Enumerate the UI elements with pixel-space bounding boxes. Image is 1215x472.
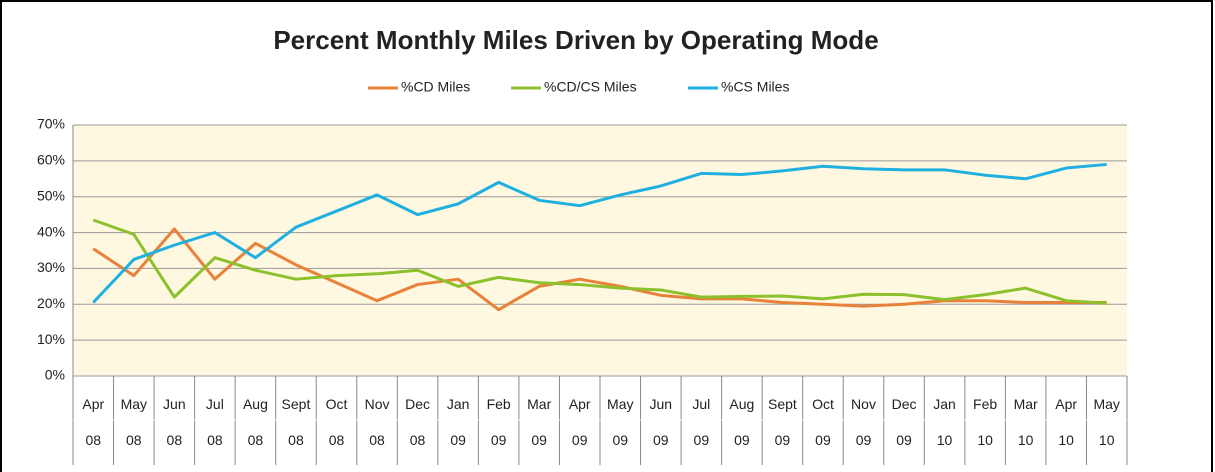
x-tick-label: Dec 09	[891, 396, 917, 448]
series-line	[92, 227, 1107, 312]
x-tick-label: Feb 10	[973, 396, 998, 448]
x-tick-label: Dec 08	[405, 396, 431, 448]
series-line	[92, 218, 1107, 305]
legend-label: %CD Miles	[401, 79, 470, 95]
x-tick-label: Mar 10	[1013, 396, 1038, 448]
y-tick-label: 60%	[37, 152, 65, 168]
plot-area	[73, 125, 1127, 376]
x-tick-label: May 09	[607, 396, 634, 448]
x-tick-label: Nov 08	[364, 396, 390, 448]
x-tick-label: Oct 08	[325, 396, 348, 448]
y-tick-label: 70%	[37, 116, 65, 132]
x-tick-label: Aug 08	[242, 396, 268, 448]
legend-label: %CD/CS Miles	[544, 79, 637, 95]
x-tick-label: May 08	[120, 396, 148, 448]
x-tick-label: Jun 09	[649, 396, 673, 448]
x-tick-label: Jan 09	[446, 396, 470, 448]
x-tick-label: Apr 08	[82, 396, 105, 448]
x-tick-label: Oct 09	[812, 396, 834, 448]
x-tick-label: Apr 10	[1055, 396, 1078, 448]
y-tick-label: 30%	[37, 259, 65, 275]
chart-title: Percent Monthly Miles Driven by Operatin…	[273, 25, 878, 55]
x-tick-label: Nov 09	[851, 396, 876, 448]
x-tick-label: Mar 09	[527, 396, 552, 448]
x-tick-label: Jun 08	[163, 396, 186, 448]
x-tick-label: May 10	[1093, 396, 1120, 448]
x-tick-label: Jul 09	[692, 396, 711, 448]
legend-label: %CS Miles	[721, 79, 789, 95]
y-tick-label: 20%	[37, 295, 65, 311]
y-tick-label: 10%	[37, 331, 65, 347]
series-line	[92, 162, 1107, 304]
x-tick-label: Apr 09	[568, 396, 591, 448]
y-tick-label: 50%	[37, 187, 65, 203]
x-tick-label: Sept 08	[281, 396, 311, 448]
x-tick-label: Sept 09	[768, 396, 797, 448]
y-tick-label: 40%	[37, 223, 65, 239]
x-tick-label: Feb 09	[486, 396, 511, 448]
x-tick-label: Jan 10	[933, 396, 956, 448]
y-tick-label: 0%	[45, 367, 65, 383]
x-tick-label: Jul 08	[205, 396, 224, 448]
x-tick-label: Aug 09	[729, 396, 755, 448]
